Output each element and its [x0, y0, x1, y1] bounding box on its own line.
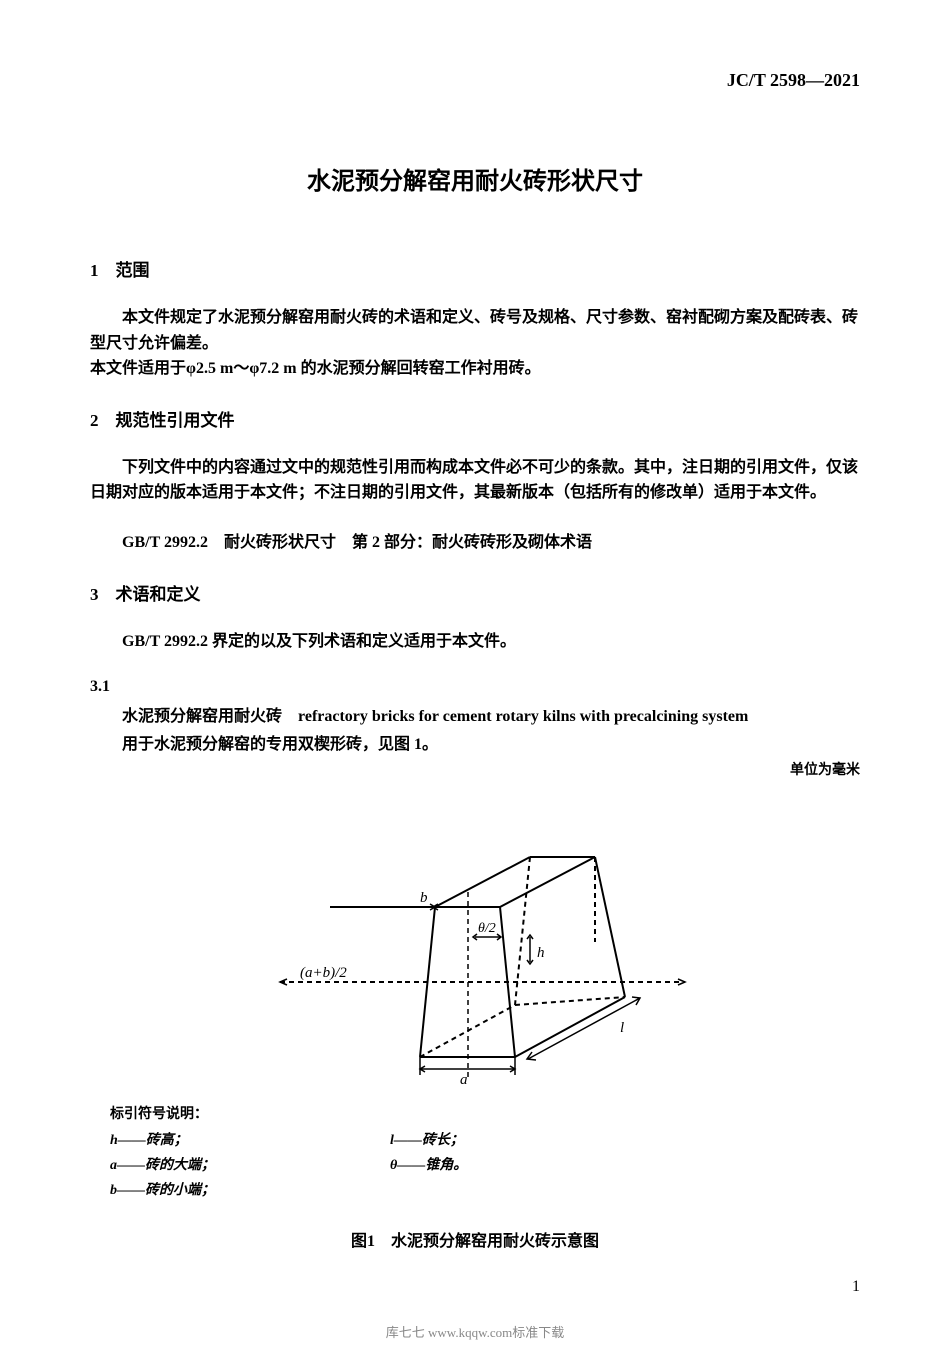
- footer-text: 库七七 www.kqqw.com标准下载: [0, 1322, 950, 1341]
- brick-diagram: b θ/2 (a+b)/2 h a l: [225, 787, 725, 1087]
- legend-col-left: h——砖高； a——砖的大端； b——砖的小端；: [110, 1128, 390, 1204]
- section-1-para-2-text: 本文件适用于φ2.5 m～φ7.2 m 的水泥预分解回转窑工作衬用砖。: [90, 360, 541, 377]
- section-1-para-1-text: 本文件规定了水泥预分解窑用耐火砖的术语和定义、砖号及规格、尺寸参数、窑衬配砌方案…: [90, 309, 858, 352]
- diagram-label-b: b: [420, 890, 428, 906]
- section-1-para-1: 本文件规定了水泥预分解窑用耐火砖的术语和定义、砖号及规格、尺寸参数、窑衬配砌方案…: [90, 305, 860, 382]
- figure-caption: 图1 水泥预分解窑用耐火砖示意图: [90, 1227, 860, 1251]
- diagram-label-h: h: [537, 945, 545, 961]
- diagram-label-theta: θ/2: [478, 921, 496, 936]
- legend-l: l——砖长；: [390, 1128, 670, 1153]
- main-title: 水泥预分解窑用耐火砖形状尺寸: [90, 161, 860, 196]
- term-line: 水泥预分解窑用耐火砖 refractory bricks for cement …: [90, 704, 860, 730]
- page-number: 1: [852, 1278, 860, 1296]
- legend-a: a——砖的大端；: [110, 1153, 390, 1178]
- figure-container: b θ/2 (a+b)/2 h a l: [90, 787, 860, 1087]
- term-desc: 用于水泥预分解窑的专用双楔形砖，见图 1。: [90, 732, 860, 758]
- section-2-para-2: GB/T 2992.2 耐火砖形状尺寸 第 2 部分：耐火砖砖形及砌体术语: [90, 530, 860, 556]
- legend-title: 标引符号说明：: [110, 1102, 860, 1127]
- unit-label: 单位为毫米: [90, 759, 860, 779]
- standard-code: JC/T 2598—2021: [90, 70, 860, 91]
- section-3-intro: GB/T 2992.2 界定的以及下列术语和定义适用于本文件。: [90, 629, 860, 655]
- legend-b: b——砖的小端；: [110, 1178, 390, 1203]
- section-2-para-1: 下列文件中的内容通过文中的规范性引用而构成本文件必不可少的条款。其中，注日期的引…: [90, 455, 860, 506]
- term-en: refractory bricks for cement rotary kiln…: [298, 708, 748, 725]
- legend-row: h——砖高； a——砖的大端； b——砖的小端； l——砖长； θ——锥角。: [110, 1128, 860, 1204]
- legend-col-right: l——砖长； θ——锥角。: [390, 1128, 670, 1204]
- section-3-heading: 3 术语和定义: [90, 580, 860, 605]
- legend-h: h——砖高；: [110, 1128, 390, 1153]
- diagram-label-ab: (a+b)/2: [300, 965, 347, 981]
- section-3-sub: 3.1: [90, 678, 860, 696]
- term-cn: 水泥预分解窑用耐火砖: [122, 708, 282, 725]
- legend: 标引符号说明： h——砖高； a——砖的大端； b——砖的小端； l——砖长； …: [110, 1102, 860, 1203]
- diagram-label-l: l: [620, 1020, 624, 1036]
- legend-theta: θ——锥角。: [390, 1153, 670, 1178]
- diagram-label-a: a: [460, 1072, 468, 1087]
- section-2-heading: 2 规范性引用文件: [90, 406, 860, 431]
- section-1-heading: 1 范围: [90, 256, 860, 281]
